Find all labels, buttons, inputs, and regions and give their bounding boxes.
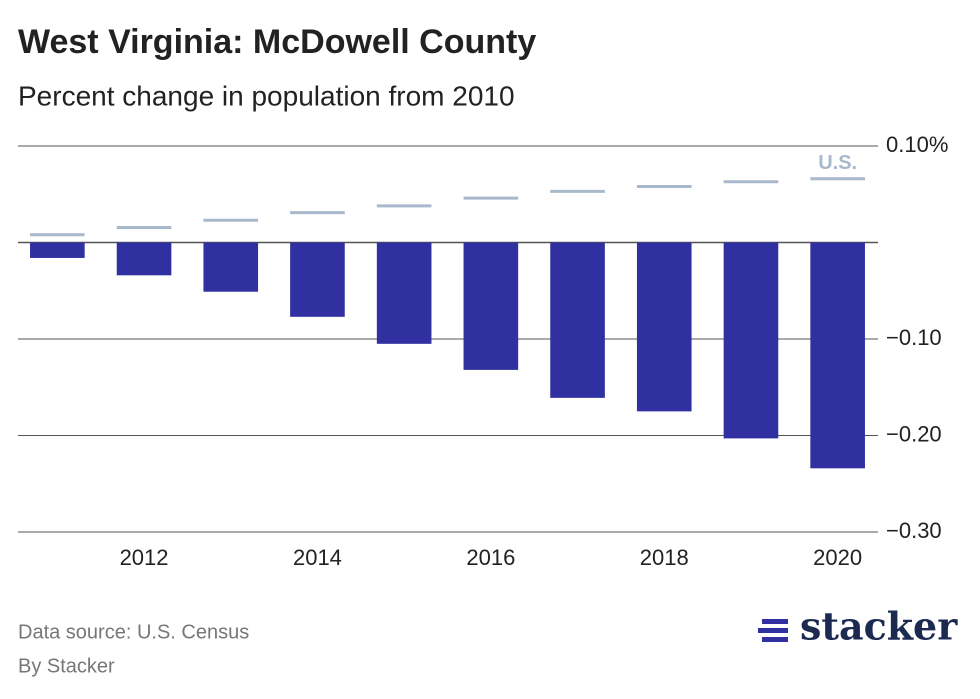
logo: stacker xyxy=(800,604,958,649)
byline: By Stacker xyxy=(18,655,115,677)
bar xyxy=(376,242,432,344)
bar xyxy=(30,242,85,258)
y-tick-label: −0.20 xyxy=(886,421,942,446)
bar xyxy=(116,242,172,276)
bar xyxy=(203,242,259,292)
x-tick-label: 2020 xyxy=(813,545,862,570)
y-tick-label: 0.10% xyxy=(886,132,948,157)
x-tick-label: 2016 xyxy=(466,545,515,570)
y-tick-label: −0.10 xyxy=(886,325,942,350)
us-label: U.S. xyxy=(818,152,857,174)
y-tick-label: −0.30 xyxy=(886,518,942,543)
bar xyxy=(463,242,519,370)
source: Data source: U.S. Census xyxy=(18,621,249,643)
bar xyxy=(290,242,345,317)
chart-title: West Virginia: McDowell County xyxy=(18,23,536,61)
logo-icon xyxy=(758,619,788,642)
bar xyxy=(723,242,779,439)
bar xyxy=(810,242,865,469)
bar xyxy=(636,242,692,412)
chart-subtitle: Percent change in population from 2010 xyxy=(18,80,515,111)
bar xyxy=(550,242,605,398)
x-tick-label: 2012 xyxy=(120,545,169,570)
x-tick-label: 2014 xyxy=(293,545,342,570)
x-tick-label: 2018 xyxy=(640,545,689,570)
